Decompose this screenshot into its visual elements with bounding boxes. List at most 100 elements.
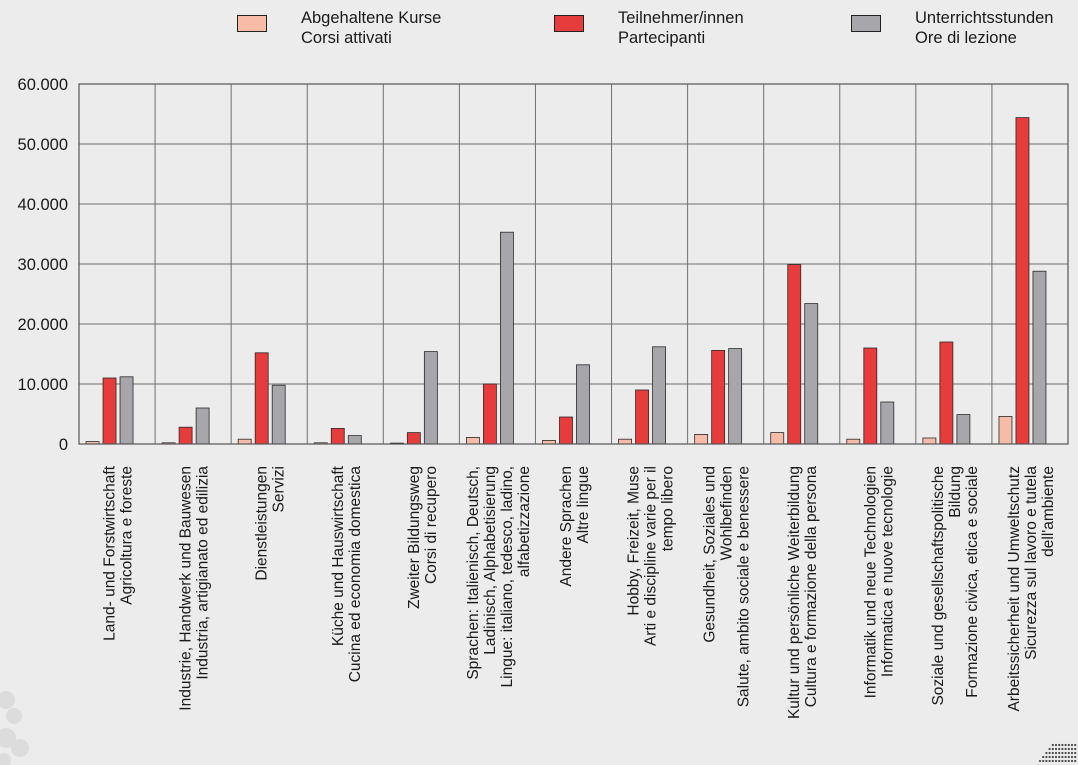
x-category-label: Altre lingue bbox=[575, 466, 592, 544]
x-category-label: Hobby, Freizeit, Muse bbox=[626, 466, 643, 616]
bar-series-0 bbox=[922, 437, 937, 445]
deco-dot-right bbox=[1070, 747, 1074, 751]
deco-dot-right bbox=[1058, 759, 1061, 763]
x-category-label: Corsi di recupero bbox=[423, 466, 440, 584]
x-category-label: Agricoltura e foreste bbox=[119, 466, 136, 605]
y-tick-label: 20.000 bbox=[18, 316, 68, 334]
bar-series-1 bbox=[711, 349, 726, 445]
bar-series-2 bbox=[347, 435, 362, 445]
x-category-label: dell'ambiente bbox=[1040, 466, 1057, 557]
bar-series-1 bbox=[254, 352, 269, 445]
deco-dot-right bbox=[1054, 747, 1058, 751]
deco-dot-right bbox=[1061, 743, 1064, 747]
bar-series-0 bbox=[998, 415, 1013, 445]
bar-series-2 bbox=[804, 303, 819, 445]
x-category-label: Lingue: italiano, tedesco, ladino, bbox=[499, 466, 516, 687]
bar-series-2 bbox=[728, 348, 743, 445]
deco-dot-left bbox=[11, 739, 29, 757]
deco-dot-right bbox=[1067, 747, 1070, 751]
deco-dot-right bbox=[1074, 759, 1077, 763]
deco-dot-right bbox=[1058, 751, 1061, 755]
x-category-label: Bildung bbox=[947, 466, 964, 518]
y-tick-label: 40.000 bbox=[18, 196, 68, 214]
bar-series-1 bbox=[330, 427, 345, 445]
deco-dot-right bbox=[1070, 743, 1074, 747]
x-category-label: Formazione civica, etica e sociale bbox=[964, 466, 981, 698]
deco-dot-right bbox=[1058, 747, 1061, 751]
deco-dot-right bbox=[1074, 747, 1077, 751]
deco-dot-right bbox=[1048, 759, 1051, 763]
x-category-label: Dienstleistungen bbox=[254, 466, 271, 581]
bar-series-1 bbox=[863, 347, 878, 445]
deco-dot-right bbox=[1045, 755, 1048, 759]
legend-label-partecipanti-it: Partecipanti bbox=[618, 29, 706, 47]
bar-series-2 bbox=[652, 346, 666, 445]
y-tick-label: 30.000 bbox=[18, 256, 68, 274]
x-category-label: Andere Sprachen bbox=[558, 466, 575, 587]
y-tick-label: 10.000 bbox=[18, 376, 68, 394]
deco-dot-right bbox=[1051, 759, 1054, 763]
deco-dot-right bbox=[1061, 755, 1064, 759]
x-category-label: Kultur und persönliche Weiterbildung bbox=[786, 466, 803, 719]
x-category-label: Küche und Hauswirtschaft bbox=[330, 465, 347, 646]
deco-dot-right bbox=[1074, 751, 1077, 755]
legend-label-ore-it: Ore di lezione bbox=[915, 29, 1017, 47]
deco-dot-right bbox=[1061, 759, 1064, 763]
deco-dot-right bbox=[1067, 751, 1070, 755]
bar-series-2 bbox=[119, 376, 134, 445]
deco-dot-right bbox=[1051, 755, 1054, 759]
x-category-label: Industrie, Handwerk und Bauwesen bbox=[178, 466, 195, 711]
corner-decoration bbox=[0, 691, 1077, 765]
bar-series-0 bbox=[237, 438, 252, 445]
deco-dot-left bbox=[0, 753, 11, 765]
bar-series-1 bbox=[635, 389, 649, 445]
deco-dot-right bbox=[1074, 743, 1077, 747]
deco-dot-right bbox=[1070, 751, 1074, 755]
x-category-label: Arbeitssicherheit und Umweltschutz bbox=[1006, 466, 1023, 712]
y-tick-label: 50.000 bbox=[18, 136, 68, 154]
bar-series-1 bbox=[787, 264, 802, 445]
deco-dot-right bbox=[1064, 759, 1067, 763]
x-category-label: Wohlbefinden bbox=[719, 466, 736, 561]
bar-series-2 bbox=[880, 401, 895, 445]
legend-swatch-partecipanti bbox=[554, 15, 584, 32]
legend-label-corsi-it: Corsi attivati bbox=[301, 29, 392, 47]
deco-dot-right bbox=[1054, 751, 1058, 755]
deco-dot-right bbox=[1070, 759, 1074, 763]
deco-dot-right bbox=[1038, 759, 1042, 763]
bar-series-2 bbox=[195, 407, 210, 445]
deco-dot-right bbox=[1051, 743, 1054, 747]
bar-series-2 bbox=[956, 414, 971, 445]
bar-series-1 bbox=[1015, 117, 1030, 445]
x-category-label: Ladinisch, Alphabetisierung bbox=[482, 466, 499, 655]
deco-dot-right bbox=[1064, 751, 1067, 755]
bar-series-0 bbox=[618, 438, 632, 445]
x-category-label: Servizi bbox=[271, 466, 288, 513]
deco-dot-right bbox=[1064, 747, 1067, 751]
bar-series-0 bbox=[694, 433, 709, 445]
bar-series-2 bbox=[271, 384, 286, 445]
deco-dot-right bbox=[1048, 747, 1051, 751]
bar-series-2 bbox=[423, 351, 438, 445]
bar-series-0 bbox=[846, 438, 861, 445]
x-category-label: alfabetizzazione bbox=[516, 466, 533, 577]
deco-dot-right bbox=[1067, 759, 1070, 763]
x-category-label: Cultura e formazione della persona bbox=[803, 466, 820, 708]
bar-series-2 bbox=[1032, 270, 1047, 445]
bar-series-1 bbox=[483, 383, 497, 445]
x-category-label: Sprachen: Italienisch, Deutsch, bbox=[465, 466, 482, 680]
deco-dot-right bbox=[1074, 755, 1077, 759]
bar-series-1 bbox=[406, 432, 421, 445]
y-tick-label: 60.000 bbox=[18, 76, 68, 94]
bar-series-0 bbox=[466, 436, 480, 445]
legend-label-partecipanti: Teilnehmer/innen Partecipanti bbox=[618, 8, 744, 48]
x-category-label: Arti e discipline varie per il bbox=[643, 466, 660, 646]
legend-label-corsi-de: Abgehaltene Kurse bbox=[301, 9, 442, 27]
deco-dot-right bbox=[1054, 759, 1058, 763]
x-category-label: Sicurezza sul lavoro e tutela bbox=[1023, 466, 1040, 660]
bar-series-1 bbox=[102, 377, 117, 445]
deco-dot-left bbox=[0, 691, 15, 709]
bar-series-1 bbox=[178, 426, 193, 445]
x-category-label: Land- und Forstwirtschaft bbox=[102, 465, 119, 641]
bar-series-1 bbox=[939, 341, 954, 445]
